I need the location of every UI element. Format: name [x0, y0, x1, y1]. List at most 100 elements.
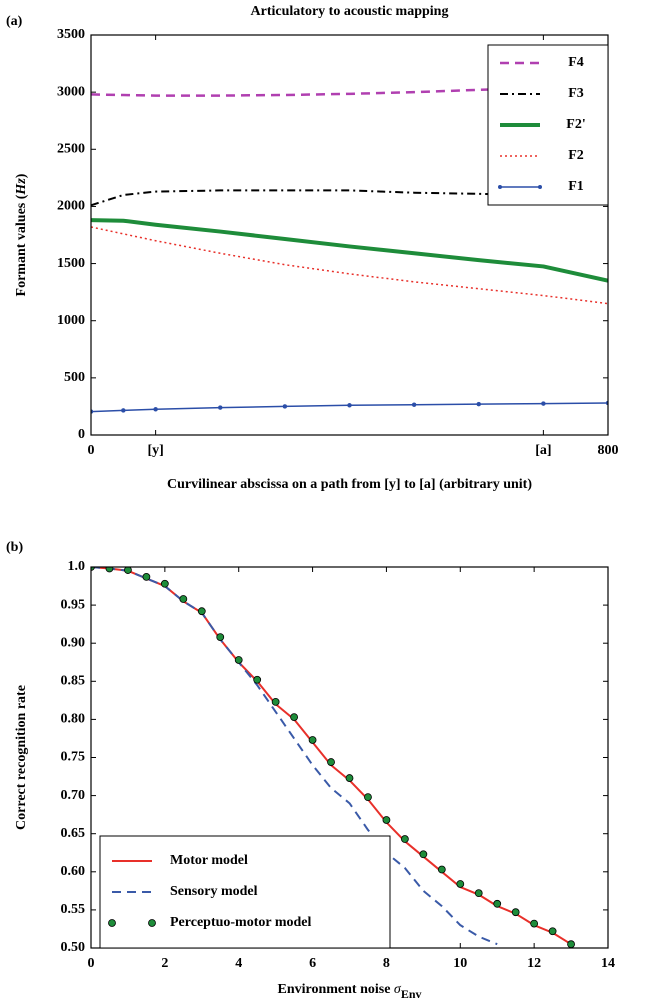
series-marker	[253, 675, 262, 684]
legend-label: F3	[568, 86, 584, 101]
x-tick-label: 8	[383, 956, 390, 971]
series-marker	[282, 404, 288, 409]
series-marker	[548, 927, 557, 936]
series-marker	[121, 408, 126, 413]
legend-label: F4	[568, 55, 584, 70]
x-axis-label-sub: Env	[401, 987, 422, 1001]
x-tick-label: 14	[601, 956, 615, 971]
series-marker	[382, 816, 391, 824]
series-marker	[364, 793, 372, 802]
series-marker	[153, 407, 158, 412]
x-axis-label-symbol: σ	[394, 982, 402, 997]
x-tick-label: 0	[88, 443, 95, 458]
series-marker	[218, 405, 223, 410]
legend-label: F2'	[566, 117, 585, 132]
series-marker	[197, 607, 206, 616]
legend-label: F1	[568, 179, 584, 194]
y-tick-label: 0.50	[61, 940, 86, 955]
y-tick-label: 3500	[57, 27, 85, 42]
series-marker	[290, 713, 299, 722]
legend-swatch	[538, 185, 542, 189]
series-marker	[308, 736, 317, 744]
legend-label: F2	[568, 148, 584, 163]
x-axis-label-text: Environment noise	[277, 982, 393, 997]
legend-swatch	[148, 919, 156, 927]
y-tick-label: 3000	[57, 84, 85, 99]
y-tick-label: 0.95	[61, 597, 86, 612]
x-axis-label: Environment noise σEnv	[277, 982, 421, 1001]
legend-swatch	[108, 919, 116, 927]
series-line	[91, 567, 498, 946]
series-marker	[541, 401, 546, 406]
series-marker	[345, 774, 354, 782]
y-axis-label: Formant values (Hz)	[14, 173, 29, 296]
y-tick-label: 0.85	[61, 674, 86, 689]
series-marker	[327, 758, 335, 766]
y-tick-label: 0	[78, 427, 85, 442]
x-tick-label: 800	[598, 443, 619, 458]
y-axis-label: Correct recognition rate	[14, 685, 29, 830]
series-marker	[419, 850, 428, 859]
y-tick-label: 2500	[57, 142, 85, 157]
series-marker	[400, 835, 409, 843]
series-marker	[91, 567, 95, 571]
y-tick-label: 0.75	[61, 750, 86, 765]
y-axis-label-close: )	[14, 173, 29, 178]
y-tick-label: 0.80	[61, 712, 86, 727]
legend-swatch	[498, 185, 502, 189]
y-tick-label: 0.65	[61, 826, 86, 841]
legend: F4 F3 F2' F2 F1	[487, 44, 609, 206]
series-line	[91, 402, 608, 413]
legend: Motor model Sensory model Perceptuo-motor …	[99, 835, 391, 949]
series-marker	[474, 889, 483, 898]
series-marker	[411, 402, 417, 407]
panel: (a) Articulatory to acoustic mapping 0 500 1…	[6, 4, 619, 492]
series-marker	[234, 656, 243, 664]
x-tick-label: 2	[161, 956, 168, 971]
series-marker	[160, 579, 169, 588]
x-axis-label: Curvilinear abscissa on a path from [y] …	[167, 477, 532, 492]
y-axis-label-unit: Hz	[14, 178, 29, 196]
y-tick-label: 1500	[57, 256, 85, 271]
series-marker	[216, 633, 225, 642]
y-tick-label: 2000	[57, 199, 85, 214]
y-tick-label: 1.0	[68, 559, 86, 574]
y-tick-label: 0.70	[61, 788, 86, 803]
legend-label: Sensory model	[170, 884, 258, 899]
x-tick-label: 0	[88, 956, 95, 971]
series-marker	[124, 567, 132, 574]
panel: (b) 0.50 0.55 0.60 0.65 0.70 0.75 0.80 0.85 0.90 0…	[6, 540, 615, 1001]
series-marker	[493, 899, 502, 908]
x-tick-label: 6	[309, 956, 316, 971]
x-tick-label: [y]	[147, 443, 163, 458]
y-tick-label: 0.60	[61, 864, 86, 879]
series-marker	[567, 940, 575, 948]
x-tick-label: 12	[527, 956, 541, 971]
y-tick-label: 0.55	[61, 902, 86, 917]
x-tick-label: 4	[235, 956, 242, 971]
x-tick-label: [a]	[535, 443, 551, 458]
y-tick-label: 0.90	[61, 635, 86, 650]
y-tick-label: 500	[64, 370, 85, 385]
series-marker	[271, 697, 280, 706]
x-tick-label: 10	[453, 956, 467, 971]
series-marker	[456, 880, 465, 888]
plot-frame	[90, 34, 609, 436]
series-marker	[476, 401, 481, 407]
series-marker	[511, 908, 520, 917]
chart-title: Articulatory to acoustic mapping	[251, 4, 449, 19]
series-marker	[530, 919, 539, 928]
series-marker	[179, 595, 188, 603]
series-marker	[437, 865, 446, 874]
series-line	[91, 226, 608, 305]
legend-label: Perceptuo-motor model	[170, 915, 311, 930]
plot-area	[91, 567, 575, 948]
y-tick-label: 1000	[57, 313, 85, 328]
y-axis-label-text: Formant values (	[14, 194, 29, 296]
panel-label: (b)	[6, 540, 23, 555]
series-marker	[347, 403, 352, 408]
series-marker	[105, 567, 114, 573]
legend-label: Motor model	[170, 853, 248, 868]
panel-label: (a)	[6, 14, 23, 29]
